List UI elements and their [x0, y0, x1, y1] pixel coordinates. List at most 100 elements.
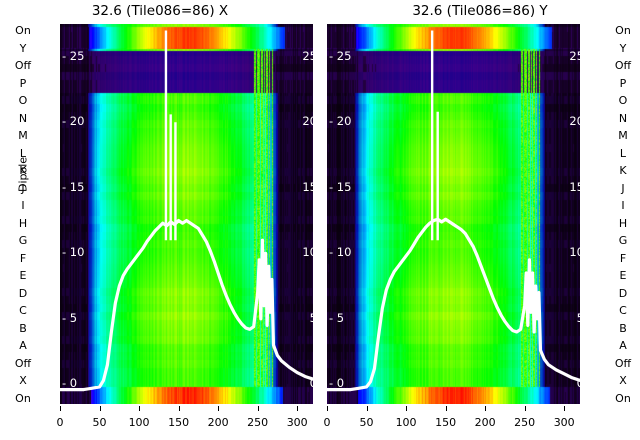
- dipole-label-k-8: K: [619, 164, 627, 178]
- x-tick-label-y-250: 250: [514, 416, 536, 429]
- inner-y-tick-y-left-0: - 0: [329, 376, 345, 391]
- dipole-label-i-10: I: [621, 199, 625, 213]
- dipole-label-y-1: Y: [619, 41, 627, 55]
- x-tick-mark-y-100: [406, 406, 408, 411]
- dipole-label-p-3: P: [619, 76, 627, 90]
- panel-y: 32.6 (Tile086=86) Y On Y Off P O N M L K J I H G F E D C…: [320, 0, 640, 440]
- inner-y-tick-x-right-15: 15: [302, 179, 313, 194]
- dipole-label-x-20: X: [19, 374, 27, 388]
- inner-y-tick-y-left-5: - 5: [329, 310, 345, 325]
- inner-y-tick-y-left-10: - 10: [329, 245, 352, 260]
- panel-x: 32.6 (Tile086=86) X On Y Off P O N M L K J I H G F E D C…: [6, 3, 313, 438]
- dipole-label-b-17: B: [619, 321, 627, 335]
- inner-y-tick-y-right-5: 5: [577, 312, 580, 324]
- dipole-label-off-19: Off: [14, 356, 32, 370]
- inner-y-tick-y-right-15: 15: [569, 179, 580, 194]
- dipole-label-o-4: O: [618, 94, 628, 108]
- inner-y-tick-x-left-0: - 0: [62, 376, 78, 391]
- x-axis-ticks-x: 0 50 100 150 200 250 300: [56, 404, 313, 438]
- dipole-label-k-8: K: [19, 164, 27, 178]
- dipole-label-h-11: H: [18, 216, 28, 230]
- dipole-label-g-12: G: [618, 234, 628, 248]
- waterfall-canvas-y: [327, 24, 580, 404]
- dipole-label-off-2: Off: [614, 59, 632, 73]
- dipole-label-n-5: N: [18, 111, 28, 125]
- inner-y-tick-x-right-20: 20: [302, 114, 313, 129]
- inner-y-tick-x-right-25: 25: [302, 48, 313, 63]
- inner-y-tick-x-left-25: - 25: [62, 48, 85, 63]
- inner-y-tick-x-right-5: 5: [310, 312, 313, 324]
- dipole-label-j-9: J: [621, 181, 625, 195]
- inner-y-tick-y-right-25: 25: [569, 48, 580, 63]
- dipole-label-h-11: H: [618, 216, 628, 230]
- x-tick-mark-y-250: [524, 406, 526, 411]
- waterfall-canvas-x: [60, 24, 313, 404]
- inner-y-tick-x-left-15: - 15: [62, 179, 85, 194]
- dipole-label-on-21: On: [615, 392, 631, 405]
- dipole-label-x-20: X: [619, 374, 627, 388]
- inner-y-tick-y-left-25: - 25: [329, 48, 352, 63]
- x-tick-label-x-150: 150: [168, 416, 190, 429]
- dipole-label-o-4: O: [18, 94, 28, 108]
- x-tick-mark-y-150: [445, 406, 447, 411]
- dipole-label-m-6: M: [18, 129, 28, 143]
- dipole-label-c-16: C: [19, 304, 27, 318]
- dipole-label-on-0: On: [615, 24, 631, 37]
- inner-y-tick-x-left-20: - 20: [62, 114, 85, 129]
- inner-y-tick-x-left-10: - 10: [62, 245, 85, 260]
- x-tick-label-y-0: 0: [323, 416, 331, 429]
- x-tick-label-y-50: 50: [359, 416, 374, 429]
- dipole-label-off-2: Off: [14, 59, 32, 73]
- dipole-label-e-14: E: [619, 269, 627, 283]
- x-tick-mark-x-150: [178, 406, 180, 411]
- x-tick-label-y-300: 300: [553, 416, 575, 429]
- x-tick-label-x-300: 300: [286, 416, 308, 429]
- inner-y-tick-y-left-20: - 20: [329, 114, 352, 129]
- waterfall-plot-x[interactable]: - 25 - 20 - 15 - 10 - 5 - 0 25 20 15 10 5 0: [60, 24, 313, 404]
- dipole-label-off-19: Off: [614, 356, 632, 370]
- dipole-label-d-15: D: [618, 286, 628, 300]
- mean-power-trace-y: [327, 30, 580, 392]
- dipole-label-c-16: C: [619, 304, 627, 318]
- dipole-label-m-6: M: [618, 129, 628, 143]
- dipole-label-i-10: I: [21, 199, 25, 213]
- x-tick-label-y-200: 200: [474, 416, 496, 429]
- x-tick-mark-x-100: [139, 406, 141, 411]
- waterfall-plot-y[interactable]: - 25 - 20 - 15 - 10 - 5 - 0 25 20 15 10 5 0: [327, 24, 580, 404]
- x-axis-ticks-y: 0 50 100 150 200 250 300: [323, 404, 580, 438]
- trace-path: [327, 217, 580, 392]
- dipole-label-on-0: On: [15, 24, 31, 37]
- dipole-label-a-18: A: [19, 339, 27, 353]
- x-tick-label-x-200: 200: [207, 416, 229, 429]
- panel-y-title: 32.6 (Tile086=86) Y: [412, 3, 548, 19]
- x-tick-mark-x-0: [60, 406, 61, 411]
- inner-y-tick-x-left-5: - 5: [62, 310, 78, 325]
- x-tick-label-x-250: 250: [247, 416, 269, 429]
- x-tick-label-x-0: 0: [56, 416, 64, 429]
- dipole-label-d-15: D: [18, 286, 28, 300]
- dipole-label-p-3: P: [19, 76, 27, 90]
- x-tick-mark-y-300: [564, 406, 566, 411]
- dipole-label-n-5: N: [618, 111, 628, 125]
- dipole-label-f-13: F: [19, 251, 27, 265]
- dipole-label-g-12: G: [18, 234, 28, 248]
- x-tick-label-y-100: 100: [395, 416, 417, 429]
- x-tick-mark-x-250: [257, 406, 259, 411]
- dipole-label-b-17: B: [19, 321, 27, 335]
- dipole-label-y-1: Y: [19, 41, 27, 55]
- dipole-labels-left: On Y Off P O N M L K J I H G F E D C B A Off X On: [6, 24, 40, 404]
- inner-y-tick-x-right-10: 10: [302, 245, 313, 260]
- mean-power-trace-x: [60, 30, 313, 392]
- inner-y-tick-y-left-15: - 15: [329, 179, 352, 194]
- dipole-labels-right: On Y Off P O N M L K J I H G F E D C B A Off X On: [606, 24, 640, 404]
- x-tick-mark-y-200: [485, 406, 487, 411]
- dipole-label-j-9: J: [21, 181, 25, 195]
- panel-x-title: 32.6 (Tile086=86) X: [91, 3, 229, 19]
- x-tick-label-x-100: 100: [128, 416, 150, 429]
- x-tick-label-y-150: 150: [435, 416, 457, 429]
- dipole-label-l-7: L: [619, 146, 627, 160]
- dipole-label-a-18: A: [619, 339, 627, 353]
- x-tick-mark-x-50: [99, 406, 101, 411]
- dipole-label-l-7: L: [19, 146, 27, 160]
